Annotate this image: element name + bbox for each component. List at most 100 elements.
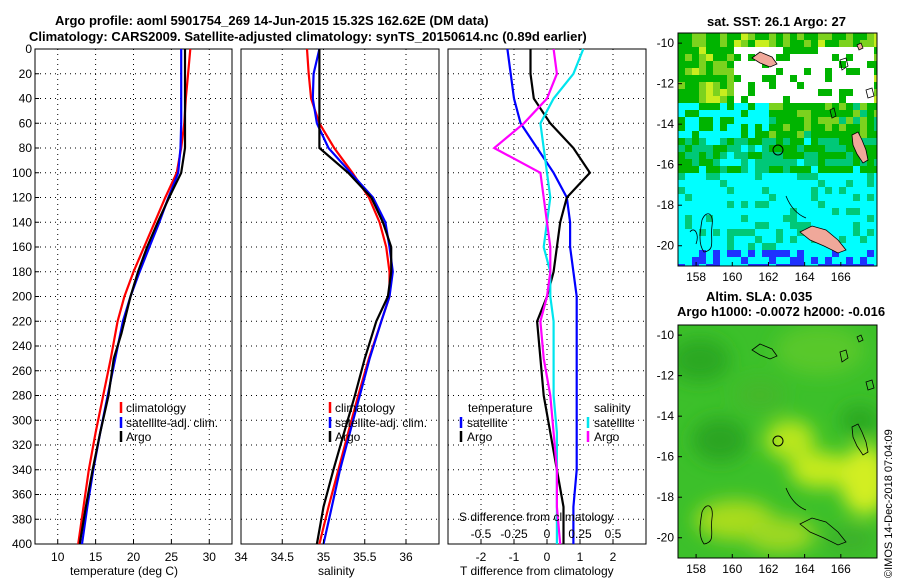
sst-cell (748, 117, 755, 124)
sst-cell (804, 89, 811, 96)
sst-cell (790, 173, 797, 180)
sst-cell (741, 159, 748, 166)
sst-cell (790, 264, 797, 266)
y-tick-label: 360 (12, 488, 32, 502)
sst-cell (706, 110, 713, 117)
x-tick-label: 10 (51, 550, 65, 564)
sst-cell (720, 250, 727, 257)
y-tick-label: 0 (25, 42, 32, 56)
sst-cell (811, 250, 818, 257)
salinity-xlabel: salinity (318, 564, 355, 578)
sst-cell (706, 145, 713, 152)
sst-cell (846, 96, 853, 103)
sst-cell (727, 124, 734, 131)
sst-cell (832, 159, 839, 166)
sst-cell (811, 257, 818, 264)
sst-cell (699, 187, 706, 194)
sst-cell (755, 243, 762, 250)
sst-cell (783, 264, 790, 266)
sst-cell (685, 117, 692, 124)
sst-cell (769, 236, 776, 243)
sst-cell (874, 96, 877, 103)
sst-cell (706, 243, 713, 250)
series-line-s-satellite (539, 48, 585, 544)
sst-cell (727, 229, 734, 236)
sst-cell (755, 201, 762, 208)
sst-cell (783, 68, 790, 75)
sst-cell (713, 82, 720, 89)
sst-cell (692, 222, 699, 229)
sst-cell (797, 180, 804, 187)
sst-cell (818, 250, 825, 257)
sst-cell (874, 173, 877, 180)
sst-cell (839, 173, 846, 180)
sst-cell (748, 194, 755, 201)
sst-cell (867, 89, 874, 96)
map-y-tick-label: -20 (657, 531, 675, 545)
sst-cell (846, 187, 853, 194)
sst-map-title: sat. SST: 26.1 Argo: 27 (707, 14, 846, 29)
sst-cell (762, 138, 769, 145)
y-tick-label: 20 (19, 67, 33, 81)
sst-cell (769, 33, 776, 40)
sst-cell (699, 138, 706, 145)
sst-cell (804, 215, 811, 222)
sst-cell (748, 110, 755, 117)
sst-cell (713, 131, 720, 138)
sla-map-image (678, 325, 877, 558)
sst-cell (692, 257, 699, 264)
sst-cell (860, 131, 867, 138)
sst-cell (727, 75, 734, 82)
sst-cell (720, 68, 727, 75)
sst-cell (832, 117, 839, 124)
sst-cell (720, 40, 727, 47)
sst-cell (734, 222, 741, 229)
sst-cell (797, 131, 804, 138)
sst-cell (839, 82, 846, 89)
sst-cell (706, 215, 713, 222)
sst-cell (748, 215, 755, 222)
sst-cell (797, 208, 804, 215)
sst-cell (790, 96, 797, 103)
sst-cell (790, 82, 797, 89)
sst-cell (713, 173, 720, 180)
sst-cell (867, 236, 874, 243)
y-tick-label: 320 (12, 438, 32, 452)
sst-cell (853, 250, 860, 257)
map-y-tick-label: -10 (657, 328, 675, 342)
sst-cell (713, 96, 720, 103)
sst-cell (762, 124, 769, 131)
sst-cell (867, 68, 874, 75)
temperature-legend: climatology satellite-adj. clim. Argo (119, 401, 218, 444)
sst-cell (790, 201, 797, 208)
sst-cell (706, 54, 713, 61)
sst-cell (741, 201, 748, 208)
sst-cell (720, 208, 727, 215)
sst-cell (692, 68, 699, 75)
sla-map-argo-marker (772, 435, 784, 447)
imos-credit: ©IMOS 14-Dec-2018 07:04:09 (883, 429, 895, 578)
sst-cell (776, 257, 783, 264)
sst-cell (685, 54, 692, 61)
sst-cell (699, 194, 706, 201)
sst-cell (699, 47, 706, 54)
sst-cell (783, 215, 790, 222)
sst-cell (832, 138, 839, 145)
series-line-argo (78, 49, 187, 545)
sst-cell (692, 180, 699, 187)
sst-cell (748, 187, 755, 194)
sst-cell (839, 201, 846, 208)
sst-cell (846, 243, 853, 250)
sst-cell (762, 180, 769, 187)
sst-cell (678, 250, 685, 257)
sst-cell (685, 236, 692, 243)
sst-cell (699, 96, 706, 103)
sst-cell (860, 75, 867, 82)
sst-cell (741, 82, 748, 89)
sst-cell (678, 243, 685, 250)
sst-cell (818, 194, 825, 201)
sst-cell (825, 47, 832, 54)
x-tick-label: 2 (610, 550, 617, 564)
sst-cell (727, 180, 734, 187)
sst-cell (720, 173, 727, 180)
